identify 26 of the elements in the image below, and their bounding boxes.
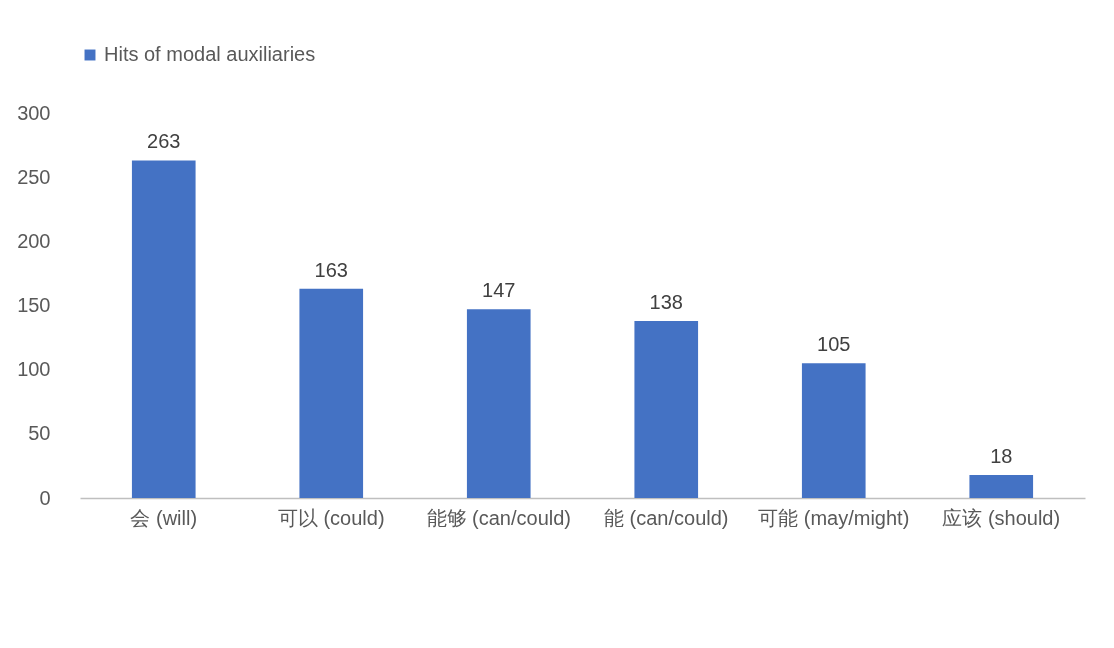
bar [466,309,531,498]
x-tick-label: 应该 (should) [942,506,1061,529]
data-label: 163 [314,258,348,281]
data-label: 138 [649,290,683,313]
y-tick-label: 300 [17,101,51,124]
y-tick-label: 250 [17,165,51,188]
data-label: 105 [817,333,851,356]
y-tick-label: 100 [17,358,51,381]
y-tick-label: 200 [17,229,51,252]
x-tick-label: 能 (can/could) [604,506,729,529]
bar [969,474,1034,498]
bar [801,363,866,498]
y-tick-label: 0 [39,486,51,509]
legend-label: Hits of modal auxiliaries [104,43,316,65]
data-label: 263 [147,130,181,153]
data-label: 18 [990,444,1013,467]
bar [634,320,699,498]
data-label: 147 [482,279,516,302]
bar [299,288,364,498]
x-tick-label: 会 (will) [130,506,198,529]
y-tick-label: 50 [28,422,51,445]
x-tick-label: 可以 (could) [277,506,385,529]
y-tick-label: 150 [17,294,51,316]
x-tick-label: 能够 (can/could) [426,506,571,529]
bar [131,160,196,498]
x-tick-label: 可能 (may/might) [758,506,910,529]
